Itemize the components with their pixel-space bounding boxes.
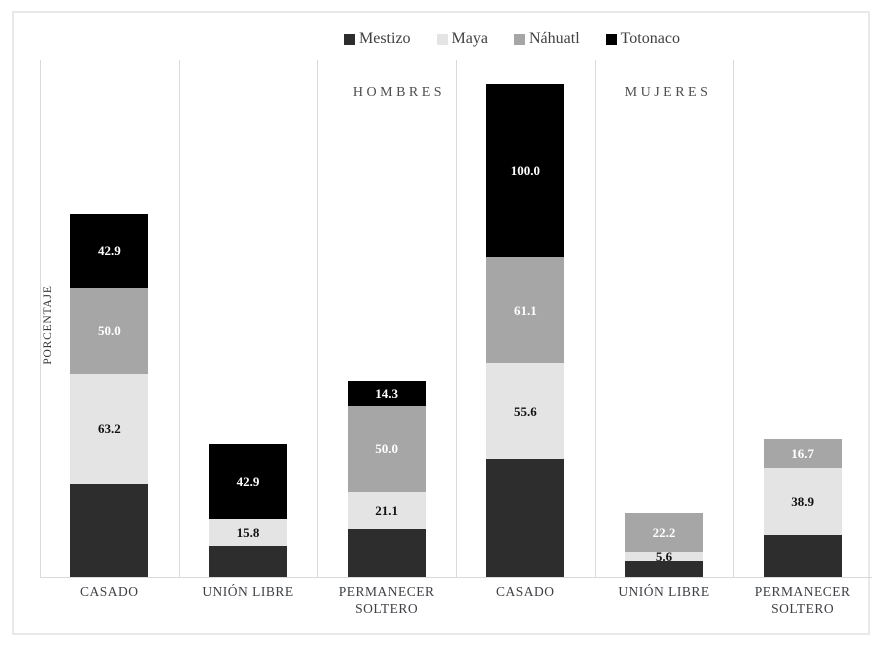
bar-value-label: 50.0 [97,323,121,339]
bar-segment-s1-c3: 55.6 [486,363,565,460]
bar-value-label: 38.9 [791,494,815,510]
bar-segment-s3-c3: 100.0 [486,84,565,258]
bar-value-label: 21.1 [375,502,399,518]
bar-value-label: 42.9 [97,243,121,259]
gridline-vertical [178,60,180,577]
maya-swatch-icon [436,33,448,45]
totonaco-swatch-icon [605,33,617,45]
bar-segment-s2-c5: 16.7 [763,439,842,469]
bar-value-label: 42.9 [236,473,260,489]
bar-segment-s1-c0: 63.2 [70,374,149,484]
bar-segment-s0-c3 [486,459,565,577]
gridline-vertical [456,60,457,577]
legend-item-maya: Maya [436,30,488,47]
bar-segment-s1-c4: 5.6 [625,549,703,565]
bar-segment-s0-c2 [347,528,426,577]
gridline-vertical [317,60,319,577]
category-label: CASADO [496,584,555,599]
gridline-vertical [40,60,41,577]
bar-segment-s0-c5 [763,535,842,577]
mestizo-swatch-icon [344,33,355,45]
legend-label: Mestizo [359,30,411,47]
gridline-vertical [733,60,735,577]
legend-label: Maya [451,30,488,47]
bar-segment-s0-c4 [625,561,703,577]
bar-value-label: 50.0 [375,441,399,457]
y-axis-title: PORCENTAJE [42,285,54,365]
bar-value-label: 14.3 [375,385,399,401]
bar-value-label: 100.0 [510,163,540,179]
category-label: UNIÓN LIBRE [202,584,294,599]
legend-label: Totonaco [620,30,680,47]
category-label: PERMANECER SOLTERO [338,584,435,616]
bar-segment-s0-c1 [209,545,287,577]
category-label: UNIÓN LIBRE [618,584,710,599]
category-label: PERMANECER SOLTERO [754,584,851,616]
gridline-vertical [594,60,596,577]
bar-segment-s3-c0: 42.9 [70,213,149,288]
bar-segment-s1-c1: 15.8 [209,518,287,546]
bar-value-label: 15.8 [236,524,260,540]
legend-label: Náhuatl [528,30,580,47]
bar-value-label: 63.2 [97,421,121,437]
bar-value-label: 61.1 [513,302,537,318]
bar-value-label: 55.6 [513,403,537,419]
x-axis-line [40,577,872,578]
bar-segment-s2-c4: 22.2 [625,513,703,552]
bar-segment-s2-c3: 61.1 [486,257,565,364]
group-label-hombres: HOMBRES [352,85,446,100]
legend: Mestizo Maya Náhuatl Totonaco [344,31,680,47]
nahuatl-swatch-icon [513,33,525,45]
bar-value-label: 22.2 [652,525,676,541]
bar-segment-s3-c2: 14.3 [347,380,426,406]
bar-segment-s3-c1: 42.9 [209,444,287,519]
legend-item-mestizo: Mestizo [344,31,411,47]
bar-segment-s0-c0 [70,483,149,577]
group-label-mujeres: MUJERES [624,85,712,100]
bar-value-label: 5.6 [655,549,673,565]
category-label: CASADO [80,584,139,599]
bar-segment-s1-c5: 38.9 [763,468,842,536]
bar-segment-s2-c0: 50.0 [70,287,149,375]
legend-item-nahuatl: Náhuatl [513,30,580,47]
chart-border [12,11,870,635]
bar-value-label: 16.7 [791,446,815,462]
bar-segment-s1-c2: 21.1 [347,492,426,529]
bar-segment-s2-c2: 50.0 [347,405,426,493]
legend-item-totonaco: Totonaco [605,30,680,47]
